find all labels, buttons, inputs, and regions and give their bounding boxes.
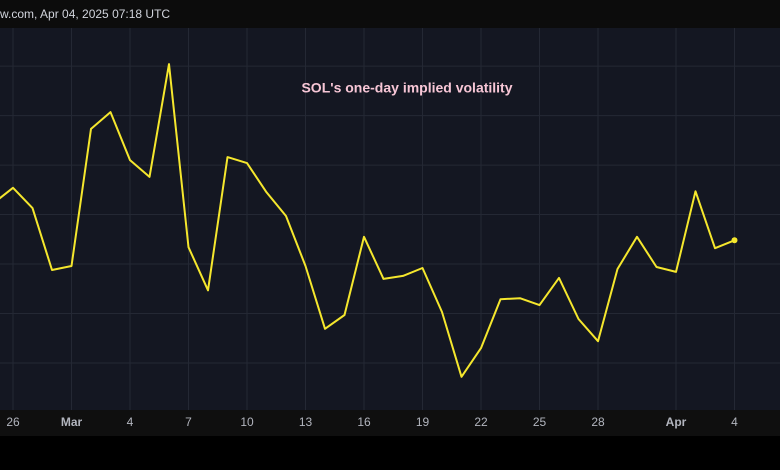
line: [0, 63, 735, 378]
x-axis-area: [0, 410, 780, 436]
grid: [0, 28, 780, 410]
x-tick-label: 16: [357, 415, 371, 429]
annotation: SOL's one-day implied volatility: [301, 80, 512, 96]
bottom-bar: [0, 436, 780, 470]
x-tick-label: 28: [591, 415, 605, 429]
x-tick-label: 19: [416, 415, 430, 429]
x-tick-label: 7: [185, 415, 192, 429]
x-tick-label: Mar: [61, 415, 83, 429]
top-bar: [0, 0, 780, 28]
x-tick-label: 25: [533, 415, 547, 429]
series: [0, 63, 738, 378]
x-tick-label: Apr: [666, 415, 687, 429]
x-tick-label: 10: [240, 415, 254, 429]
end-point: [731, 237, 738, 244]
x-tick-label: 4: [127, 415, 134, 429]
x-tick-label: 26: [6, 415, 20, 429]
x-tick-label: 13: [299, 415, 313, 429]
x-tick-label: 22: [474, 415, 488, 429]
x-tick-label: 4: [731, 415, 738, 429]
header: w.com, Apr 04, 2025 07:18 UTC: [0, 7, 170, 21]
